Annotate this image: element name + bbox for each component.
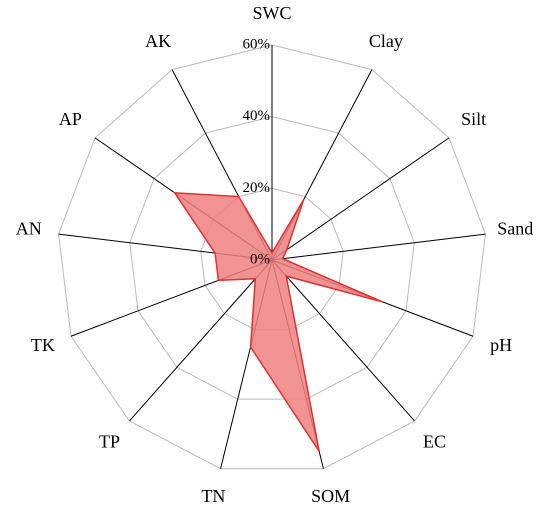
grid-ring: [58, 44, 486, 470]
axis-label: EC: [423, 432, 446, 452]
axis-label: Silt: [461, 109, 486, 129]
axis-label: SOM: [311, 486, 350, 506]
axis-label: Sand: [497, 219, 533, 239]
axis-label: AN: [16, 219, 42, 239]
axis-label: SWC: [252, 3, 291, 23]
axis-spoke: [129, 259, 273, 422]
axis-label: AK: [145, 31, 171, 51]
tick-label: 40%: [243, 108, 271, 124]
axis-spoke: [271, 259, 415, 422]
axis-label: Clay: [369, 31, 403, 51]
axis-label: AP: [59, 109, 82, 129]
axis-spoke: [271, 137, 450, 261]
tick-label: 60%: [243, 36, 271, 52]
axis-label: pH: [490, 335, 512, 355]
axis-spoke: [271, 233, 486, 261]
axis-label: TK: [31, 335, 55, 355]
axis-label: TN: [201, 486, 225, 506]
series-area: [173, 191, 383, 452]
tick-label: 20%: [243, 180, 271, 196]
axis-label: TP: [99, 432, 120, 452]
grid-ring: [129, 116, 415, 400]
tick-label: 0%: [250, 251, 270, 267]
